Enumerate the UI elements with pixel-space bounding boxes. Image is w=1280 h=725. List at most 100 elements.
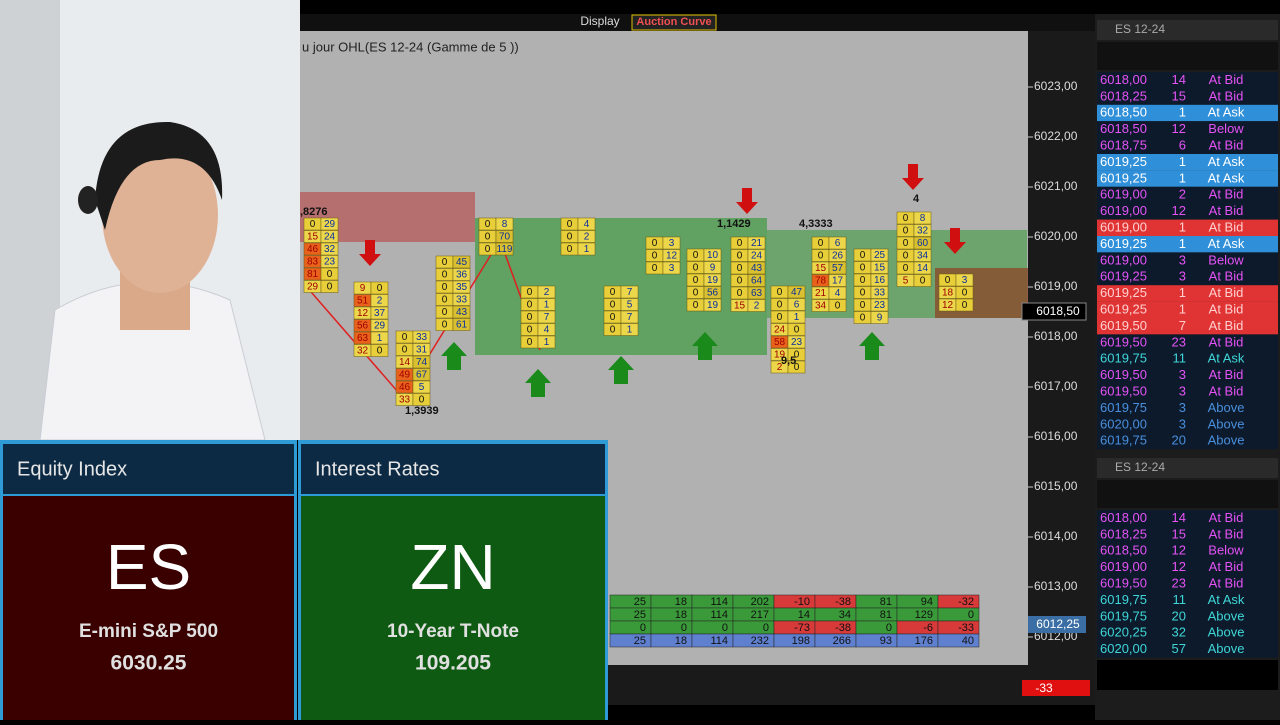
footprint-value: 6 — [794, 300, 800, 311]
footprint-value: 24 — [774, 325, 786, 336]
tape-size: 14 — [1172, 510, 1186, 525]
footprint-cell — [828, 286, 847, 300]
footprint-value: 60 — [917, 238, 929, 249]
tape-row — [1097, 432, 1278, 450]
delta-box: -33 — [1035, 681, 1053, 695]
footprint-value: 0 — [777, 287, 783, 298]
down-arrow — [944, 228, 966, 254]
stat-value: 18 — [675, 596, 687, 608]
footprint-value: 0 — [835, 301, 841, 312]
tape-size: 2 — [1179, 187, 1186, 202]
last-price-box — [1021, 302, 1087, 321]
auction-curve-button[interactable]: Auction Curve — [636, 16, 711, 28]
footprint-value: 5 — [903, 276, 909, 287]
footprint-cell — [370, 344, 389, 357]
tape-price: 6019,50 — [1100, 318, 1147, 333]
footprint-value: 58 — [774, 337, 786, 348]
axis-label: 6016,00 — [1034, 429, 1078, 443]
tape-size: 1 — [1179, 154, 1186, 169]
footprint-value: 46 — [399, 382, 411, 393]
stat-value: 114 — [710, 635, 728, 647]
tape-row — [1097, 526, 1278, 543]
footprint-value: 29 — [324, 219, 336, 230]
footprint-value: 0 — [903, 251, 909, 262]
footprint-cell — [320, 267, 339, 281]
tape-price: 6019,00 — [1100, 187, 1147, 202]
footprint-cell — [913, 211, 932, 225]
stat-value: 94 — [921, 596, 933, 608]
stat-value: 81 — [880, 609, 892, 621]
footprint-value: 8 — [502, 219, 508, 230]
footprint-value: 19 — [707, 300, 719, 311]
footprint-value: 0 — [962, 300, 968, 311]
tape-side: Above — [1208, 608, 1245, 623]
footprint-value: 7 — [544, 312, 550, 323]
footprint-cell — [412, 330, 431, 344]
tape-size: 32 — [1172, 625, 1186, 640]
stat-value: 114 — [710, 609, 728, 621]
auction-curve-box[interactable] — [631, 14, 717, 31]
footprint-cell — [320, 217, 339, 231]
footprint-value: 0 — [652, 263, 658, 274]
tape-side: At Bid — [1209, 187, 1244, 202]
footprint-value: 0 — [485, 219, 491, 230]
footprint-value: 5 — [627, 300, 633, 311]
footprint-cell — [620, 298, 639, 311]
card-header — [3, 444, 294, 494]
annotation: 4 — [913, 193, 920, 205]
footprint-value: 21 — [751, 238, 763, 249]
footprint-value: 0 — [652, 251, 658, 262]
footprint-value: 25 — [874, 250, 886, 261]
footprint-value: 0 — [737, 238, 743, 249]
card-price: 109.205 — [415, 652, 491, 675]
tape-price: 6018,25 — [1100, 526, 1147, 541]
footprint-cell — [913, 261, 932, 275]
footprint-value: 64 — [751, 276, 763, 287]
footprint-cell — [412, 343, 431, 356]
footprint-cell — [370, 319, 389, 332]
up-arrow — [692, 332, 718, 360]
card-heading[interactable]: Equity Index — [17, 458, 127, 480]
footprint-value: 17 — [832, 276, 844, 287]
footprint-cell — [537, 298, 556, 311]
footprint-cell — [320, 242, 339, 256]
footprint-cell — [662, 261, 681, 275]
tape-size: 15 — [1172, 88, 1186, 103]
panel-title: ES 12-24 — [1115, 22, 1165, 36]
tape-side: At Ask — [1208, 351, 1245, 366]
tape-row — [1097, 367, 1278, 384]
display-button[interactable]: Display — [580, 14, 619, 28]
footprint-cell — [703, 248, 722, 262]
footprint-value: 7 — [627, 287, 633, 298]
axis-label: 6022,00 — [1034, 129, 1078, 143]
tape-price: 6019,25 — [1100, 170, 1147, 185]
stat-value: 217 — [751, 609, 769, 621]
card-price: 6030.25 — [111, 652, 187, 675]
stats-table: 25 18 114 202 -10 -38 81 94 -32 25 18 114 217 14 34 81 1… — [609, 594, 980, 648]
footprint-value: 0 — [310, 219, 316, 230]
time-and-sales: ES 12-24 6018,00 14 At Bid 6018,25 15 At Bid 60… — [1097, 20, 1278, 690]
footprint-value: 0 — [419, 395, 425, 406]
footprint-cell — [828, 249, 847, 262]
footprint-value: 57 — [832, 263, 844, 274]
footprint-value: 23 — [791, 337, 803, 348]
footprint-value: 15 — [874, 263, 886, 274]
up-arrow — [441, 342, 467, 370]
footprint-value: 0 — [442, 295, 448, 306]
tape-row — [1097, 641, 1278, 658]
tape-price: 6019,75 — [1100, 400, 1147, 415]
tape-side: At Ask — [1208, 236, 1245, 251]
footprint-value: 0 — [485, 232, 491, 243]
stat-value: 34 — [839, 609, 851, 621]
tape-size: 3 — [1179, 400, 1186, 415]
card-heading[interactable]: Interest Rates — [315, 458, 440, 480]
footprint-cell — [370, 281, 389, 295]
footprint-value: 4 — [544, 325, 550, 336]
tape-size: 15 — [1172, 526, 1186, 541]
footprint-value: 63 — [751, 288, 763, 299]
footprint-cell — [452, 305, 471, 319]
axis-label: 6017,00 — [1034, 379, 1078, 393]
footprint-cell — [870, 298, 889, 312]
price-labels: 6023,00 6022,00 6021,00 6020,00 6019,00 6018,… — [1028, 79, 1078, 643]
